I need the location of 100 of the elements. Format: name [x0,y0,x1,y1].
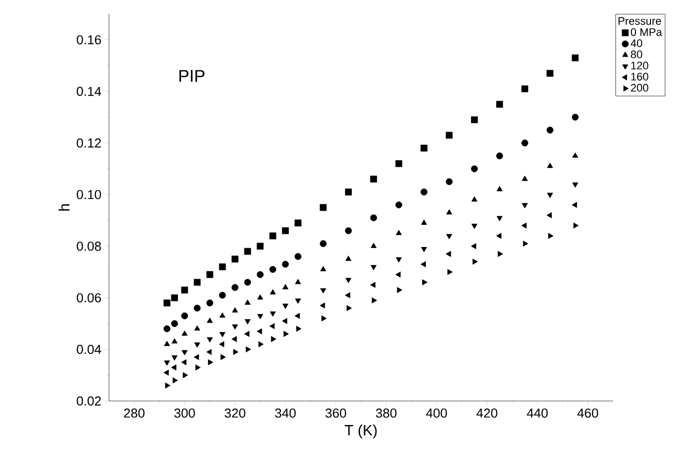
point [521,140,528,146]
point [447,269,453,275]
point [194,278,201,286]
point [294,312,300,319]
point [548,232,554,239]
y-tick-label: 0.06 [76,293,101,302]
point [164,340,170,346]
point [471,243,476,250]
point [165,382,170,388]
x-tick-label: 400 [426,408,447,418]
point [171,364,176,370]
point [258,341,264,348]
point [257,314,264,320]
point [232,324,238,330]
point [182,350,188,356]
point [232,256,238,262]
point [396,257,402,262]
point [206,300,214,306]
point [219,263,226,270]
y-tick-label: 0.04 [76,344,102,354]
point [232,336,237,342]
point [206,348,212,355]
point [572,182,578,188]
point [546,126,554,134]
point [164,370,169,376]
point [420,261,426,268]
point [246,346,252,352]
point [172,355,178,361]
point [232,307,238,312]
point [522,176,528,181]
point [172,377,178,384]
point [572,114,579,121]
point [370,242,377,248]
x-tick-label: 460 [577,408,598,418]
point [471,224,478,229]
point [219,341,224,348]
point [219,312,226,318]
point [496,152,504,160]
point [421,246,427,252]
y-tick-label: 0.12 [76,138,101,148]
point [271,336,276,342]
point [498,250,504,257]
point [244,330,250,337]
point [256,328,262,334]
point [396,230,402,236]
point [295,278,301,284]
point [244,248,252,255]
legend-label: 80 [630,50,642,58]
point [164,360,170,366]
point [523,240,528,247]
point [181,312,188,320]
point [171,294,178,302]
point [370,265,377,270]
x-tick-label: 360 [326,408,346,418]
point [345,292,350,298]
point [194,304,201,312]
point [282,227,289,234]
point [372,297,378,304]
annotation: PIP [179,70,204,82]
y-axis-title: h [58,204,70,211]
point [282,284,288,290]
y-tick-label: 0.08 [76,242,101,251]
x-tick-label: 280 [124,408,145,418]
legend-title: Pressure [618,17,662,25]
point [233,348,238,355]
point [270,289,276,294]
point [244,300,251,305]
point [395,160,402,168]
point [269,323,275,330]
point [219,292,226,299]
point [446,178,453,186]
point [496,100,504,108]
point [572,202,578,208]
point [321,315,327,322]
point [395,202,402,208]
point [420,188,428,196]
point [320,204,327,211]
point [320,302,326,308]
x-tick-label: 300 [174,408,195,418]
point [573,222,579,229]
point [471,165,478,172]
point [220,354,226,360]
point [208,359,214,366]
point [206,271,214,278]
point [294,253,302,260]
point [471,116,478,124]
point [395,272,401,278]
point [282,318,288,324]
point [345,278,352,284]
y-tick-label: 0.16 [76,35,101,44]
legend-label: 200 [630,84,648,92]
x-tick-label: 440 [526,408,548,418]
point [194,325,200,331]
x-tick-label: 380 [376,408,397,418]
point [522,203,528,208]
point [182,330,188,336]
point [345,227,352,234]
point [546,70,554,77]
point [446,132,453,139]
point [320,240,327,248]
